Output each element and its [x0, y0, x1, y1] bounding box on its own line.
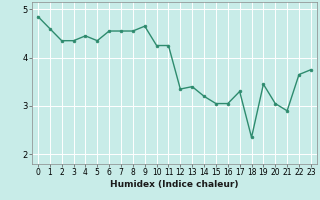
X-axis label: Humidex (Indice chaleur): Humidex (Indice chaleur): [110, 180, 239, 189]
